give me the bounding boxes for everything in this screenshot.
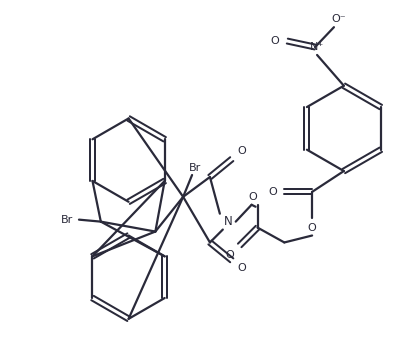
Text: O: O <box>308 223 316 233</box>
Text: O: O <box>248 192 257 202</box>
Text: O⁻: O⁻ <box>332 14 346 24</box>
Text: O: O <box>237 146 246 156</box>
Text: O: O <box>237 263 246 273</box>
Text: Br: Br <box>61 215 73 225</box>
Text: Br: Br <box>189 163 201 173</box>
Text: O: O <box>225 250 234 260</box>
Text: O: O <box>270 36 279 46</box>
Text: N: N <box>223 215 232 228</box>
Text: O: O <box>268 187 277 197</box>
Text: N⁺: N⁺ <box>310 42 324 52</box>
